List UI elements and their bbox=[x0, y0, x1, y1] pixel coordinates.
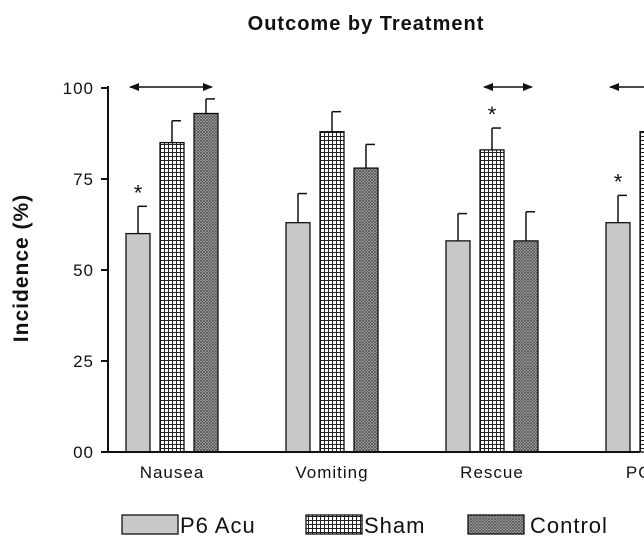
bar bbox=[285, 222, 311, 453]
bar bbox=[605, 222, 631, 453]
x-tick-label: Nausea bbox=[140, 463, 205, 482]
bar bbox=[445, 240, 471, 453]
x-axis: Nausea Vomiting Rescue PONV bbox=[108, 451, 644, 482]
significance-marker: * bbox=[134, 180, 143, 205]
bar bbox=[193, 112, 219, 453]
y-axis: 00 25 50 75 100 bbox=[63, 79, 109, 462]
legend-swatch bbox=[467, 514, 525, 535]
bar bbox=[513, 240, 539, 453]
y-tick-label: 25 bbox=[73, 352, 94, 371]
y-tick-label: 00 bbox=[73, 443, 94, 462]
annotations-layer: * * * bbox=[129, 83, 644, 205]
bar bbox=[125, 232, 151, 453]
legend: P6 Acu Sham Control bbox=[121, 513, 608, 538]
bars-layer bbox=[125, 98, 644, 453]
legend-label: P6 Acu bbox=[180, 513, 256, 538]
legend-label: Sham bbox=[364, 513, 425, 538]
legend-label: Control bbox=[530, 513, 608, 538]
x-tick-label: Rescue bbox=[460, 463, 524, 482]
significance-marker: * bbox=[488, 102, 497, 127]
x-tick-label: Vomiting bbox=[295, 463, 368, 482]
bar bbox=[479, 149, 505, 453]
bar bbox=[639, 131, 644, 453]
bar bbox=[159, 141, 185, 453]
chart-title: Outcome by Treatment bbox=[248, 13, 485, 35]
y-tick-label: 50 bbox=[73, 261, 94, 280]
y-axis-label: Incidence (%) bbox=[10, 194, 33, 342]
y-tick-label: 75 bbox=[73, 170, 94, 189]
y-tick-label: 100 bbox=[63, 79, 94, 98]
bar bbox=[353, 167, 379, 453]
bar bbox=[319, 131, 345, 453]
legend-swatch bbox=[121, 514, 179, 535]
x-tick-label: PONV bbox=[626, 463, 644, 482]
significance-marker: * bbox=[614, 169, 623, 194]
legend-swatch bbox=[305, 514, 363, 535]
